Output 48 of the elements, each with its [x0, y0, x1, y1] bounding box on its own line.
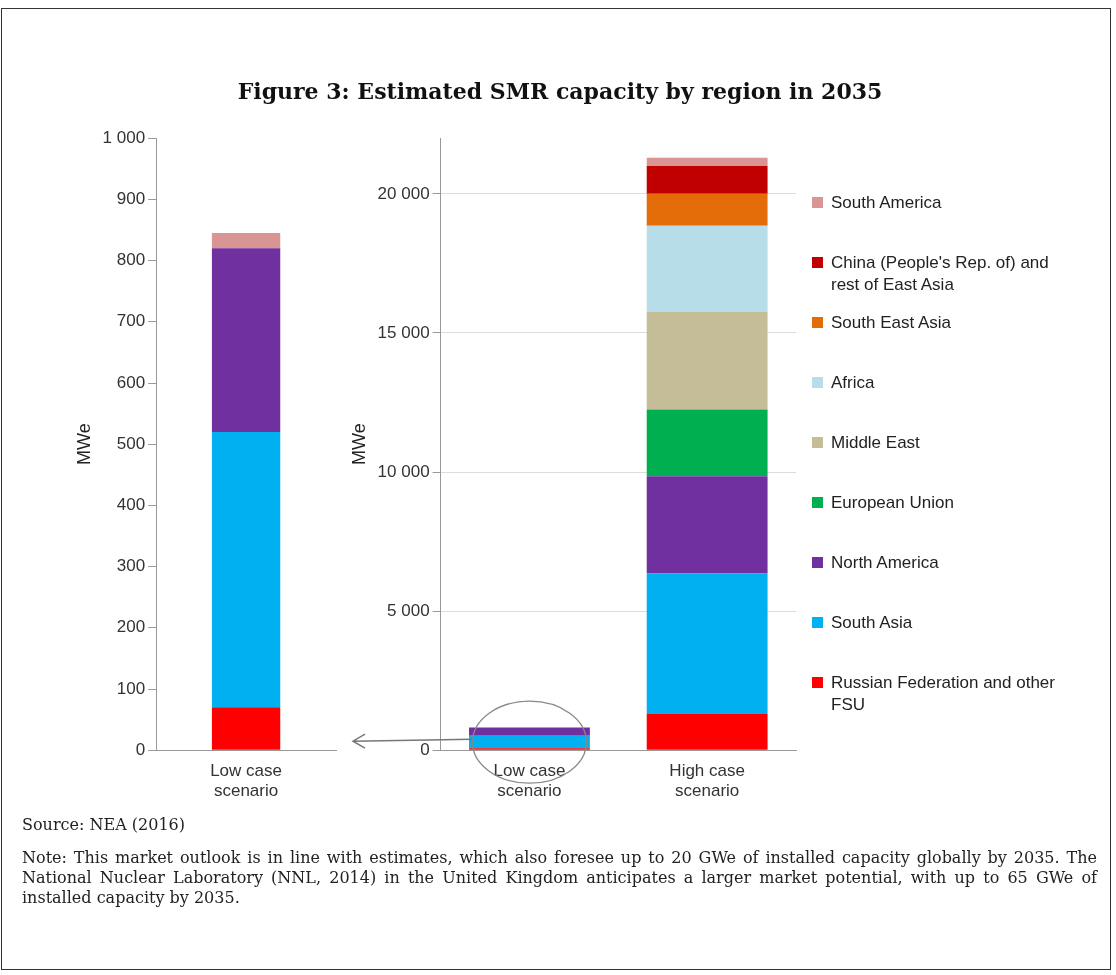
bar [211, 707, 281, 750]
legend-label: European Union [831, 492, 955, 514]
legend-label: South America [831, 192, 943, 214]
bar [646, 157, 768, 167]
y-tick-label: 500 [116, 433, 146, 453]
bar [646, 166, 768, 194]
bar [646, 193, 768, 226]
bar [646, 225, 768, 313]
legend-label: Middle East [831, 432, 921, 454]
y-tick-label: 600 [116, 372, 146, 392]
y-tick-label: 800 [116, 250, 146, 270]
bar [646, 714, 768, 750]
y-tick-label: 10 000 [377, 461, 430, 481]
source-note: Source: NEA (2016) [22, 815, 186, 835]
bar [646, 476, 768, 574]
legend-label: South Asia [831, 612, 914, 634]
y-tick-label: 400 [116, 495, 146, 515]
y-tick-label: 900 [116, 189, 146, 209]
y-tick-label: 700 [116, 311, 146, 331]
y-tick-label: 0 [135, 739, 146, 759]
y-tick-label: 20 000 [377, 183, 430, 203]
bar [211, 431, 281, 708]
y-tick-label: 300 [116, 556, 146, 576]
bar [646, 573, 768, 715]
y-tick-label: 0 [420, 739, 430, 759]
y-tick-label: 15 000 [377, 322, 430, 342]
y-tick-label: 200 [116, 617, 146, 637]
x-tick-label: Low case scenario [210, 761, 282, 801]
legend-label: China (People's Rep. of) and rest of East Asia [831, 252, 1050, 296]
bar [469, 735, 590, 749]
y-tick-label: 5 000 [387, 600, 430, 620]
y-axis-title: MWe [73, 423, 94, 466]
bar [211, 248, 281, 432]
y-tick-label: 100 [116, 678, 146, 698]
y-tick-label: 1 000 [102, 127, 146, 147]
bar [646, 409, 768, 477]
legend-label: North America [831, 552, 940, 574]
x-tick-label: Low case scenario [493, 761, 566, 801]
y-axis-title: MWe [348, 423, 369, 466]
bar [469, 727, 590, 736]
bar [646, 312, 768, 410]
bar [211, 233, 281, 249]
chart-title: Figure 3: Estimated SMR capacity by region in 2035 [236, 78, 884, 104]
legend-label: Africa [831, 372, 876, 394]
text: Note: This market outlook is in line with estimates, which also foresee up to 20 GWe of installed capacity globally by 2035. The National Nuclear Laboratory (NNL, 2014) in the United Kingdom anticipates a larger market potential, with up to 65 GWe of installed capacity by 2035. [22, 848, 1097, 908]
legend-label: South East Asia [831, 312, 953, 334]
legend-label: Russian Federation and other FSU [831, 672, 1056, 716]
x-tick-label: High case scenario [669, 761, 745, 801]
